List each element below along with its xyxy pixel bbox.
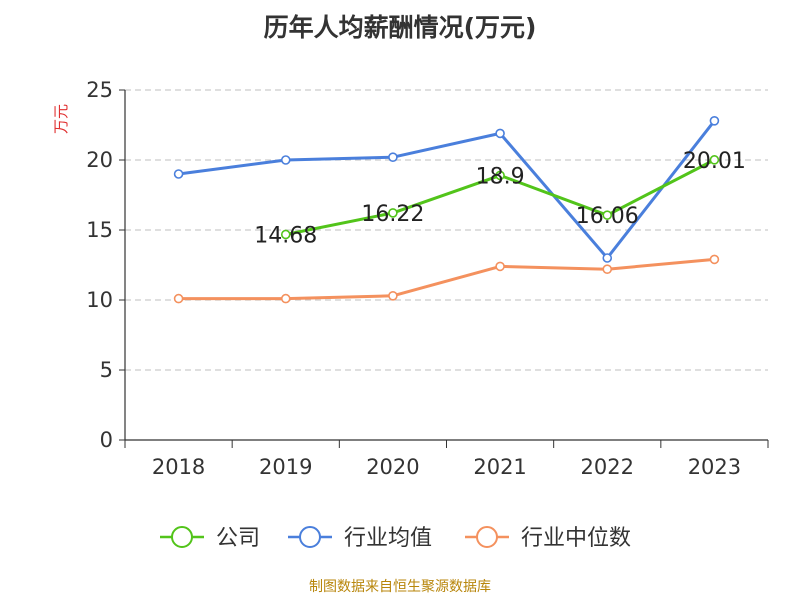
data-point (495, 261, 505, 272)
data-label: 18.9 (476, 164, 525, 189)
x-tick-label: 2019 (259, 455, 312, 479)
data-point (602, 264, 613, 275)
series-line-industry-mean (178, 119, 716, 260)
data-label: 16.06 (576, 204, 639, 229)
data-point (495, 170, 505, 181)
x-tick-label: 2020 (366, 455, 419, 479)
data-point (602, 253, 613, 263)
legend-label: 行业中位数 (521, 526, 631, 551)
axes: 0 5 10 15 20 25 2018 2019 2020 2021 2022 2023 (86, 78, 769, 479)
data-point (602, 210, 613, 220)
data-point (280, 155, 291, 165)
series (173, 116, 720, 304)
y-tick-label: 10 (86, 288, 113, 312)
source-note: 制图数据来自恒生聚源数据库 (309, 579, 491, 595)
y-tick-label: 0 (100, 428, 113, 452)
y-tick-label: 15 (86, 218, 113, 242)
y-tick-label: 20 (86, 148, 113, 172)
legend-label: 行业均值 (344, 526, 432, 551)
legend-marker (171, 526, 193, 548)
data-label: 20.01 (683, 149, 746, 174)
x-tick-label: 2022 (581, 455, 634, 479)
legend: 公司 行业均值 行业中位数 (160, 526, 631, 551)
legend-marker (476, 526, 498, 548)
series-line-industry-median (178, 257, 715, 301)
legend-marker (299, 526, 321, 548)
data-labels: 14.68 16.22 18.9 16.06 20.01 (254, 149, 746, 249)
data-point (388, 208, 398, 218)
x-tick-label: 2018 (152, 455, 205, 479)
x-tick-label: 2023 (688, 455, 741, 479)
legend-item: 行业均值 (288, 526, 432, 551)
data-point (709, 155, 720, 165)
data-label: 14.68 (254, 223, 317, 248)
chart-title: 历年人均薪酬情况(万元) (263, 13, 537, 42)
data-point (280, 293, 291, 304)
y-tick-label: 5 (100, 358, 113, 382)
x-tick-label: 2021 (473, 455, 526, 479)
data-point (173, 169, 184, 179)
legend-item: 公司 (160, 526, 260, 551)
y-tick-label: 25 (86, 78, 113, 102)
data-point (709, 116, 720, 126)
data-point (388, 152, 398, 162)
data-point (173, 293, 184, 304)
legend-label: 公司 (216, 526, 260, 551)
data-label: 16.22 (361, 202, 424, 227)
data-point (709, 254, 720, 265)
gridlines (125, 89, 768, 371)
data-point (388, 290, 398, 301)
data-point (280, 229, 291, 240)
data-point (495, 128, 505, 139)
legend-item: 行业中位数 (465, 526, 631, 551)
